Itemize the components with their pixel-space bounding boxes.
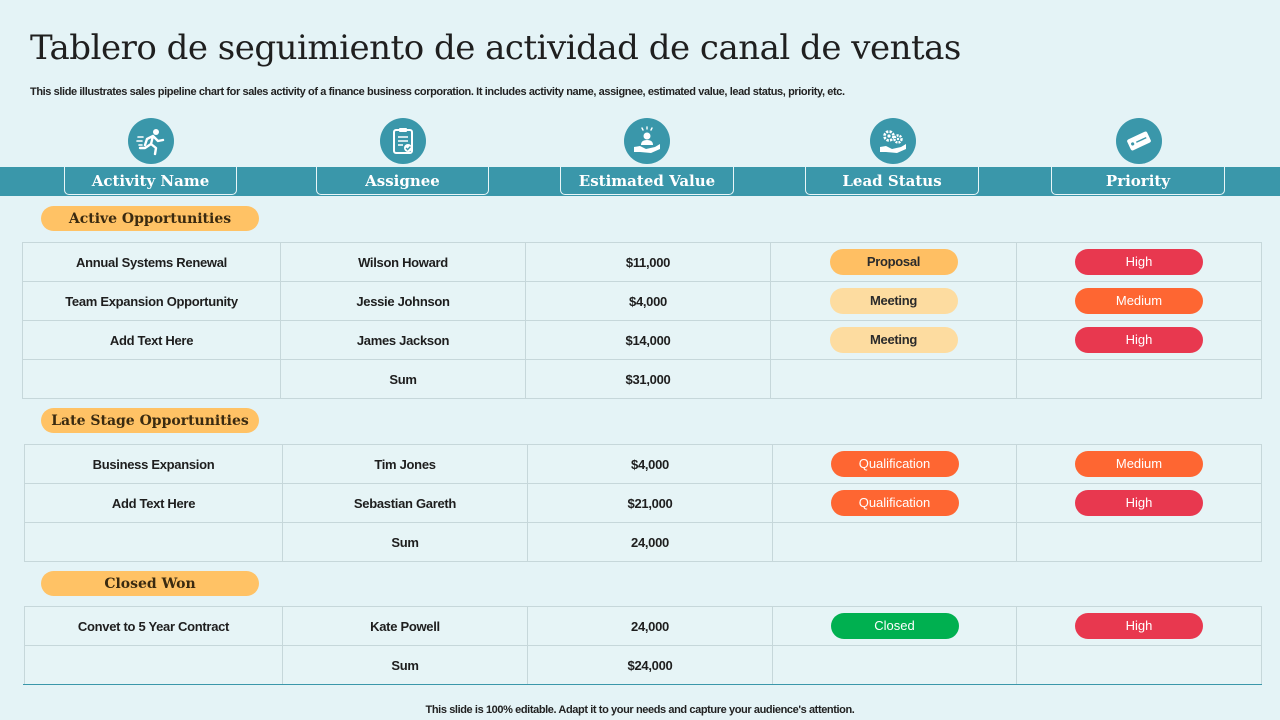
priority-badge: High bbox=[1075, 613, 1203, 639]
column-header-activity-name: Activity Name bbox=[64, 167, 237, 195]
sum-label: Sum bbox=[282, 522, 528, 562]
status-badge: Closed bbox=[830, 613, 959, 639]
sum-label: Sum bbox=[280, 359, 526, 399]
priority-tag-icon bbox=[1116, 118, 1162, 164]
column-header-priority: Priority bbox=[1051, 167, 1225, 195]
gears-hand-icon bbox=[870, 118, 916, 164]
sum-row: Sum $31,000 bbox=[22, 359, 1262, 399]
sum-value: $24,000 bbox=[527, 645, 773, 685]
table-row: Convet to 5 Year Contract Kate Powell 24… bbox=[24, 606, 1262, 646]
assignee-cell: Jessie Johnson bbox=[280, 281, 526, 321]
priority-badge: High bbox=[1075, 490, 1203, 516]
sum-label: Sum bbox=[282, 645, 528, 685]
column-icons bbox=[0, 118, 1280, 164]
hand-person-icon bbox=[624, 118, 670, 164]
activity-cell: Business Expansion bbox=[24, 444, 283, 484]
table-row: Add Text Here James Jackson $14,000 Meet… bbox=[22, 320, 1262, 360]
activity-cell: Annual Systems Renewal bbox=[22, 242, 281, 282]
value-cell: $4,000 bbox=[527, 444, 773, 484]
sum-value: $31,000 bbox=[525, 359, 771, 399]
table-row: Business Expansion Tim Jones $4,000 Qual… bbox=[24, 444, 1262, 484]
status-badge: Proposal bbox=[829, 249, 958, 275]
page-title: Tablero de seguimiento de actividad de c… bbox=[30, 28, 961, 68]
priority-badge: Medium bbox=[1075, 288, 1203, 314]
running-person-icon bbox=[128, 118, 174, 164]
section-label-active-opportunities: Active Opportunities bbox=[41, 206, 259, 231]
priority-badge: Medium bbox=[1075, 451, 1203, 477]
priority-badge: High bbox=[1075, 249, 1203, 275]
section-label-late-stage-opportunities: Late Stage Opportunities bbox=[41, 408, 259, 433]
value-cell: $4,000 bbox=[525, 281, 771, 321]
late-stage-opportunities-table: Business Expansion Tim Jones $4,000 Qual… bbox=[24, 444, 1262, 562]
column-header-assignee: Assignee bbox=[316, 167, 489, 195]
column-header-estimated-value: Estimated Value bbox=[560, 167, 734, 195]
assignee-cell: Tim Jones bbox=[282, 444, 528, 484]
value-cell: $11,000 bbox=[525, 242, 771, 282]
closed-won-table: Convet to 5 Year Contract Kate Powell 24… bbox=[24, 606, 1262, 685]
priority-badge: High bbox=[1075, 327, 1203, 353]
sum-row: Sum $24,000 bbox=[24, 645, 1262, 685]
status-badge: Meeting bbox=[829, 288, 958, 314]
active-opportunities-table: Annual Systems Renewal Wilson Howard $11… bbox=[22, 242, 1262, 399]
assignee-cell: Wilson Howard bbox=[280, 242, 526, 282]
value-cell: $21,000 bbox=[527, 483, 773, 523]
value-cell: 24,000 bbox=[527, 606, 773, 646]
sum-row: Sum 24,000 bbox=[24, 522, 1262, 562]
status-badge: Qualification bbox=[830, 451, 959, 477]
assignee-cell: Sebastian Gareth bbox=[282, 483, 528, 523]
section-label-closed-won: Closed Won bbox=[41, 571, 259, 596]
bottom-divider bbox=[23, 684, 1262, 685]
activity-cell: Add Text Here bbox=[24, 483, 283, 523]
assignee-cell: Kate Powell bbox=[282, 606, 528, 646]
activity-cell: Team Expansion Opportunity bbox=[22, 281, 281, 321]
clipboard-check-icon bbox=[380, 118, 426, 164]
footer-note: This slide is 100% editable. Adapt it to… bbox=[425, 704, 855, 716]
page-subtitle: This slide illustrates sales pipeline ch… bbox=[30, 86, 845, 98]
table-row: Team Expansion Opportunity Jessie Johnso… bbox=[22, 281, 1262, 321]
column-header-lead-status: Lead Status bbox=[805, 167, 979, 195]
activity-cell: Add Text Here bbox=[22, 320, 281, 360]
activity-cell: Convet to 5 Year Contract bbox=[24, 606, 283, 646]
table-row: Annual Systems Renewal Wilson Howard $11… bbox=[22, 242, 1262, 282]
sum-value: 24,000 bbox=[527, 522, 773, 562]
status-badge: Qualification bbox=[830, 490, 959, 516]
table-row: Add Text Here Sebastian Gareth $21,000 Q… bbox=[24, 483, 1262, 523]
status-badge: Meeting bbox=[829, 327, 958, 353]
assignee-cell: James Jackson bbox=[280, 320, 526, 360]
value-cell: $14,000 bbox=[525, 320, 771, 360]
